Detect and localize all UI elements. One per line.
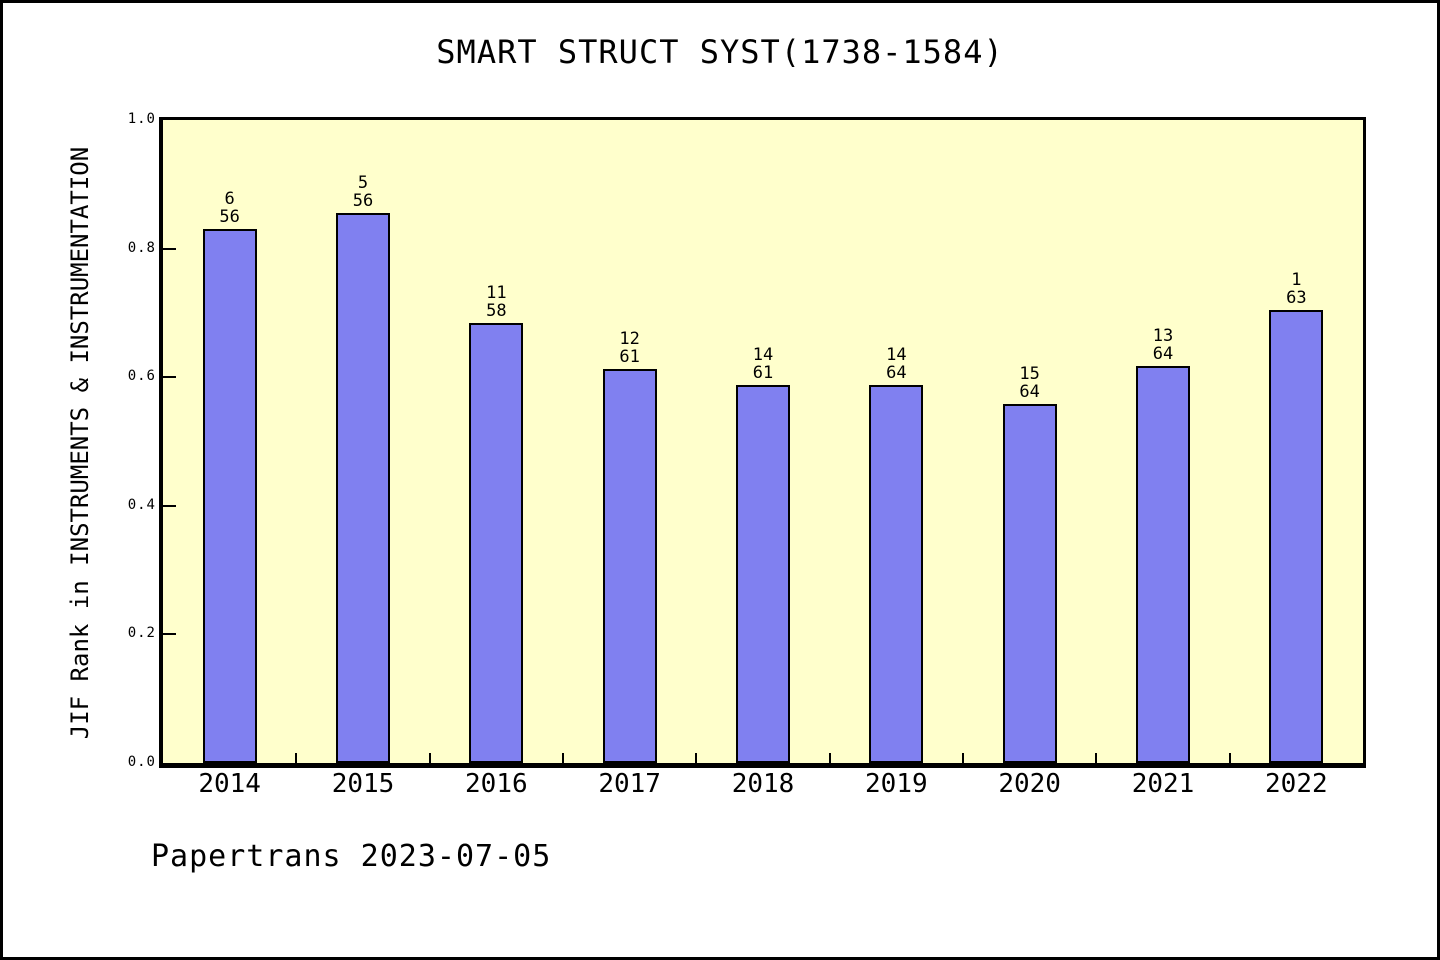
chart-title: SMART STRUCT SYST(1738-1584) <box>436 33 1004 71</box>
bar-value-label-2014: 6 56 <box>170 190 290 226</box>
bar-value-label-2016: 11 58 <box>436 284 556 320</box>
bar-value-label-2020: 15 64 <box>970 365 1090 401</box>
x-minor-tick <box>428 753 431 763</box>
bar-rank-value: 5 <box>357 173 369 194</box>
x-minor-tick <box>695 753 698 763</box>
bar-2014 <box>202 229 257 763</box>
bar-rank-value: 6 <box>224 189 235 210</box>
bar-value-label-2015: 5 56 <box>303 174 423 210</box>
y-axis-label-container: JIF Rank in INSTRUMENTS & INSTRUMENTATIO… <box>55 117 105 768</box>
bar-rank-value: 15 <box>1019 364 1040 385</box>
bar-2018 <box>736 384 790 763</box>
y-axis-label: JIF Rank in INSTRUMENTS & INSTRUMENTATIO… <box>66 146 95 739</box>
bar-total-value: 61 <box>619 347 640 368</box>
bar-2021 <box>1136 365 1190 763</box>
footer-watermark: Papertrans 2023-07-05 <box>151 839 552 874</box>
x-tick-label-2016: 2016 <box>465 769 528 799</box>
y-tick-mark-0.6 <box>163 376 176 379</box>
bar-2017 <box>602 369 657 763</box>
x-tick-label-2020: 2020 <box>998 769 1061 799</box>
bar-value-label-2019: 14 64 <box>836 346 956 382</box>
x-minor-tick <box>1228 753 1231 763</box>
bar-2020 <box>1002 404 1057 763</box>
x-tick-label-2021: 2021 <box>1131 769 1195 799</box>
bar-rank-value: 14 <box>886 344 907 365</box>
x-tick-label-2017: 2017 <box>598 769 661 799</box>
bar-total-value: 64 <box>1019 382 1040 403</box>
x-tick-label-2015: 2015 <box>331 769 395 799</box>
x-minor-tick <box>828 753 831 763</box>
bar-rank-value: 14 <box>752 344 774 365</box>
x-tick-label-2019: 2019 <box>865 769 928 799</box>
bar-total-value: 56 <box>219 207 240 228</box>
bar-total-value: 58 <box>486 300 507 321</box>
bar-2015 <box>336 213 390 763</box>
x-minor-tick <box>295 753 298 763</box>
bar-rank-value: 1 <box>1291 269 1302 290</box>
bar-total-value: 61 <box>752 362 774 383</box>
bar-total-value: 56 <box>352 191 374 212</box>
bar-2022 <box>1269 309 1324 763</box>
y-tick-label-1.0: 1.0 <box>127 111 156 127</box>
bar-total-value: 64 <box>1152 343 1174 364</box>
bar-total-value: 63 <box>1286 287 1307 308</box>
x-minor-tick <box>962 753 964 763</box>
bar-rank-value: 11 <box>486 282 507 303</box>
x-tick-label-2014: 2014 <box>198 769 261 799</box>
bar-value-label-2021: 13 64 <box>1103 327 1223 363</box>
y-tick-mark-0.2 <box>163 633 176 636</box>
bar-value-label-2018: 14 61 <box>703 346 823 382</box>
y-tick-mark-0.8 <box>163 247 176 250</box>
plot-area: 6 56 5 56 11 58 12 61 14 61 14 64 15 64 13 64 1 63 <box>159 117 1366 768</box>
y-tick-label-0.0: 0.0 <box>127 754 156 770</box>
x-minor-tick <box>562 753 564 763</box>
y-tick-label-0.4: 0.4 <box>127 496 156 513</box>
x-minor-tick <box>1095 753 1098 763</box>
bar-total-value: 64 <box>886 362 907 383</box>
x-tick-label-2022: 2022 <box>1265 769 1328 799</box>
y-tick-label-0.8: 0.8 <box>127 239 156 256</box>
x-tick-label-2018: 2018 <box>731 769 795 799</box>
bar-rank-value: 13 <box>1152 325 1174 346</box>
bar-value-label-2022: 1 63 <box>1236 271 1356 307</box>
bar-2019 <box>869 384 924 763</box>
y-tick-label-0.6: 0.6 <box>127 368 156 385</box>
bar-value-label-2017: 12 61 <box>570 330 690 366</box>
y-tick-mark-0.4 <box>163 504 176 507</box>
bar-rank-value: 12 <box>619 329 640 350</box>
bar-2016 <box>469 322 524 763</box>
plot-inner: 6 56 5 56 11 58 12 61 14 61 14 64 15 64 13 64 1 63 <box>163 120 1363 763</box>
y-tick-label-0.2: 0.2 <box>127 625 156 642</box>
